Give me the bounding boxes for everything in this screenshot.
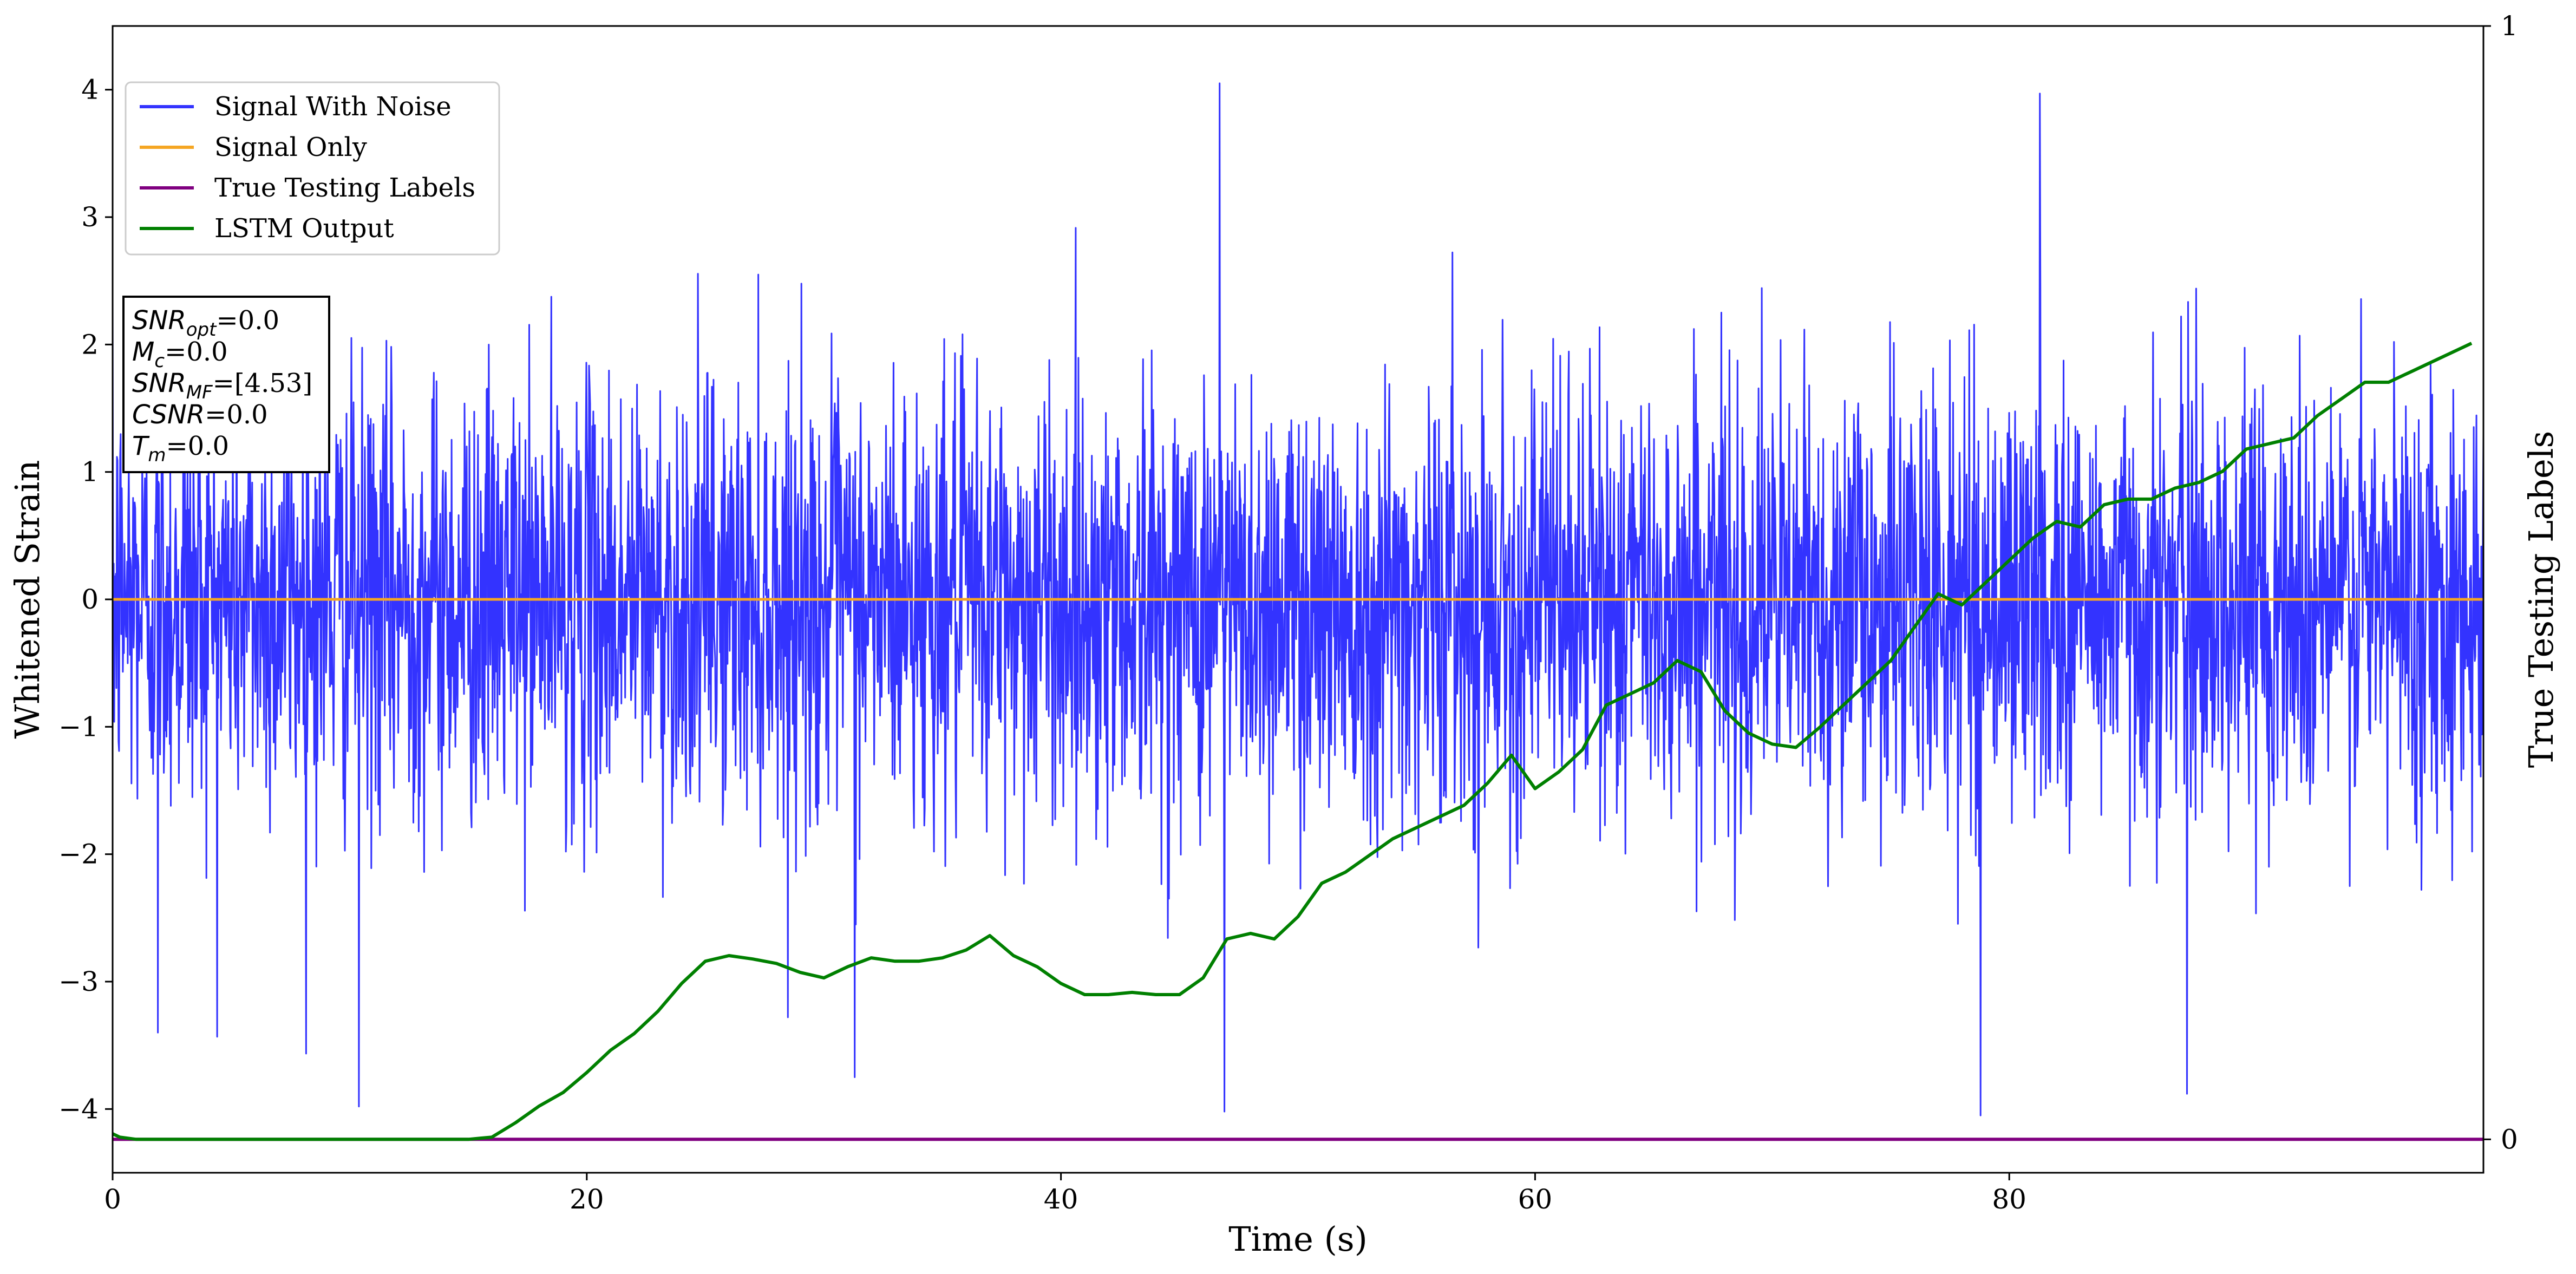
annotation-line: Mc=0.0 (132, 337, 228, 372)
legend-item-signal-only-label: Signal Only (214, 132, 367, 162)
annotation-line: SNRopt=0.0 (132, 305, 279, 341)
y-tick-label-right: 1 (2501, 10, 2518, 42)
x-tick-label: 80 (1992, 1184, 2026, 1215)
y-axis-label-right: True Testing Labels (2521, 431, 2561, 768)
x-tick-label: 40 (1044, 1184, 1078, 1215)
signal-with-noise-series (113, 82, 2483, 1116)
annotation-line: SNRMF=[4.53] (132, 368, 312, 403)
legend-item-lstm-output-label: LSTM Output (214, 213, 394, 244)
y-tick-label: 0 (81, 584, 99, 615)
x-tick-label: 20 (570, 1184, 604, 1215)
legend-item-signal-with-noise-label: Signal With Noise (214, 92, 452, 122)
legend-frame (125, 81, 500, 256)
y-tick-label: −2 (58, 839, 99, 870)
signal-with-noise-line (113, 82, 2483, 1116)
annotation-box: SNRopt=0.0Mc=0.0SNRMF=[4.53]CSNR=0.0Tm=0… (122, 296, 330, 473)
y-tick-label: −4 (58, 1093, 99, 1125)
lstm-output-line (112, 342, 2473, 1141)
y-tick-label: 1 (81, 456, 99, 488)
legend-item-true-testing-labels-label: True Testing Labels (214, 173, 475, 203)
legend: Signal With Noise Signal Only True Testing… (125, 81, 500, 256)
x-axis-label: Time (s) (1228, 1219, 1368, 1259)
annotation-line: Tm=0.0 (132, 431, 229, 466)
x-tick-label: 60 (1518, 1184, 1553, 1215)
y-tick-label: 2 (81, 329, 99, 360)
y-tick-label: −1 (58, 711, 99, 742)
lines-layer (112, 342, 2483, 1141)
y-tick-label: −3 (58, 966, 99, 997)
x-tick-label: 0 (104, 1184, 121, 1215)
annotation-frame (122, 296, 330, 473)
y-axis-label: Whitened Strain (8, 460, 47, 739)
y-tick-label-right: 0 (2501, 1123, 2518, 1155)
annotation-line: CSNR=0.0 (132, 400, 268, 430)
y-tick-label: 3 (81, 201, 99, 233)
y-tick-label: 4 (81, 74, 99, 106)
